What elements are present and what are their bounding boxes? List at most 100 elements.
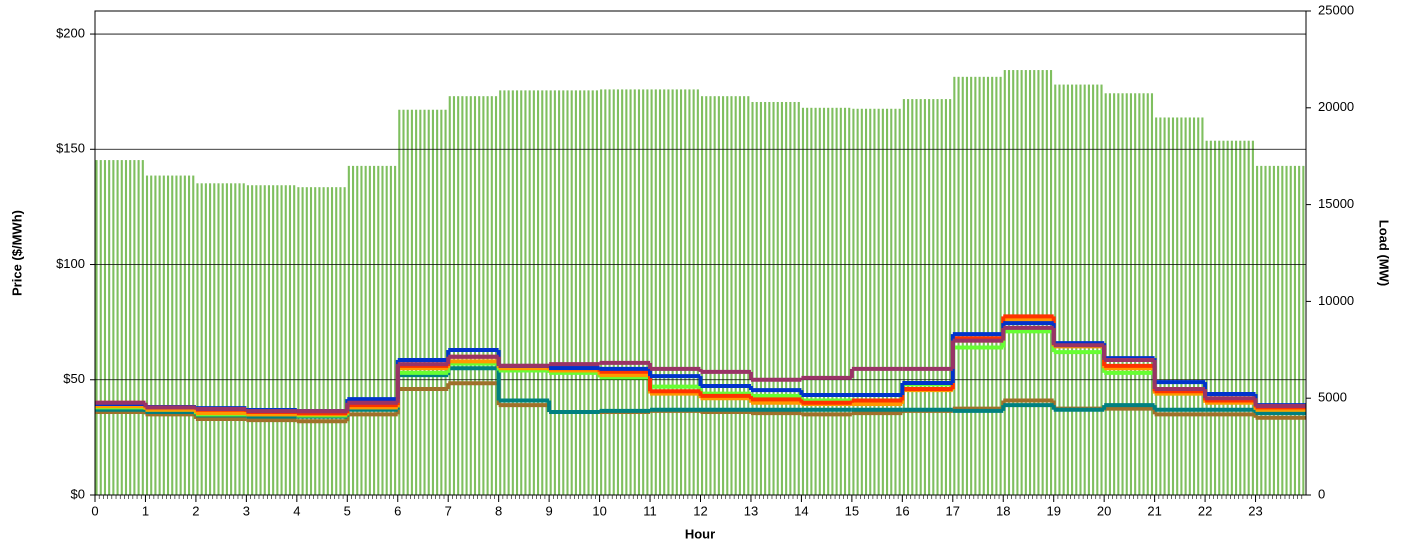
load-bar [818, 107, 821, 496]
load-bar [654, 89, 657, 496]
load-bar [356, 165, 359, 495]
load-bar [486, 96, 489, 496]
load-bar [734, 96, 737, 496]
load-bar [759, 101, 762, 495]
load-bar [381, 165, 384, 495]
load-bar [221, 183, 224, 495]
load-bar [886, 108, 889, 495]
load-bar [537, 90, 540, 495]
load-bar [108, 160, 111, 495]
x-tick-label: 18 [996, 503, 1010, 518]
load-bar [574, 90, 577, 495]
load-bar [785, 101, 788, 495]
load-bar [402, 109, 405, 496]
load-bar [1289, 165, 1292, 495]
load-bar [1117, 93, 1120, 495]
load-bar [1150, 93, 1154, 495]
y-tick-label: $0 [71, 486, 85, 501]
load-bar [789, 101, 792, 495]
load-bar [213, 183, 216, 495]
load-bar [894, 108, 897, 495]
load-bar [1054, 84, 1057, 496]
load-bar [1167, 117, 1170, 495]
load-bar [259, 185, 262, 496]
load-bar [587, 90, 590, 495]
load-bar [1171, 117, 1175, 495]
load-bar [339, 187, 342, 495]
load-bar [490, 96, 493, 496]
load-bar [730, 96, 733, 496]
load-bar [175, 175, 178, 495]
load-bar [1075, 84, 1078, 496]
y2-tick-label: 5000 [1318, 390, 1347, 405]
x-axis-label: Hour [685, 526, 715, 541]
load-bar [688, 89, 691, 496]
load-bar [305, 187, 308, 495]
x-tick-label: 9 [546, 503, 553, 518]
load-bar [667, 89, 670, 496]
x-tick-label: 10 [592, 503, 606, 518]
load-bar [1033, 70, 1036, 495]
load-bar [515, 90, 519, 495]
load-bar [852, 108, 855, 495]
load-bar [1239, 140, 1242, 495]
load-bar [314, 187, 317, 495]
load-bar [1037, 70, 1040, 495]
load-bar [431, 109, 434, 496]
load-bar [440, 109, 443, 496]
y-tick-label: $100 [56, 256, 85, 271]
load-bar [671, 89, 674, 496]
load-bar [1184, 117, 1187, 495]
load-bar [1218, 140, 1221, 495]
x-tick-label: 14 [794, 503, 808, 518]
load-bar [995, 76, 998, 495]
load-bar [1012, 70, 1015, 495]
load-bar [1134, 93, 1137, 495]
load-bar [394, 165, 397, 495]
load-bar [625, 89, 628, 496]
load-bar [448, 96, 451, 496]
load-bar [780, 101, 783, 495]
load-bar [1028, 70, 1032, 495]
load-bar [579, 90, 582, 495]
load-bar [642, 89, 645, 496]
load-bar [1020, 70, 1023, 495]
load-bar [238, 183, 241, 495]
load-bar [982, 76, 985, 495]
load-bar [1247, 140, 1250, 495]
load-bar [944, 99, 947, 495]
load-bar [965, 76, 969, 495]
load-bar [616, 89, 620, 496]
x-tick-label: 12 [693, 503, 707, 518]
load-bar [145, 175, 149, 495]
load-bar [986, 76, 990, 495]
x-tick-label: 16 [895, 503, 909, 518]
x-tick-label: 4 [293, 503, 300, 518]
load-bar [1041, 70, 1044, 495]
load-bar [907, 99, 910, 495]
load-bar [129, 160, 132, 495]
load-bar [1201, 117, 1204, 495]
load-bar [1121, 93, 1124, 495]
load-bar [360, 165, 363, 495]
load-bar [604, 89, 607, 496]
load-bar [839, 107, 842, 496]
load-bar [183, 175, 186, 495]
load-bar [1087, 84, 1090, 496]
load-bar [675, 89, 678, 496]
y2-tick-label: 15000 [1318, 196, 1354, 211]
load-bar [1113, 93, 1116, 495]
load-bar [1045, 70, 1048, 495]
load-bar [679, 89, 683, 496]
load-bar [499, 90, 502, 495]
load-bar [368, 165, 371, 495]
load-bar [415, 109, 418, 496]
load-bar [1302, 165, 1305, 495]
load-bar [1256, 165, 1259, 495]
load-bar [1016, 70, 1019, 495]
load-bar [1007, 70, 1011, 495]
load-bar [692, 89, 695, 496]
load-bar [764, 101, 767, 495]
load-bar [684, 89, 687, 496]
